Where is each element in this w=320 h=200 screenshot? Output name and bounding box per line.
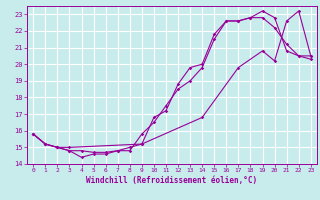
- X-axis label: Windchill (Refroidissement éolien,°C): Windchill (Refroidissement éolien,°C): [86, 176, 258, 185]
